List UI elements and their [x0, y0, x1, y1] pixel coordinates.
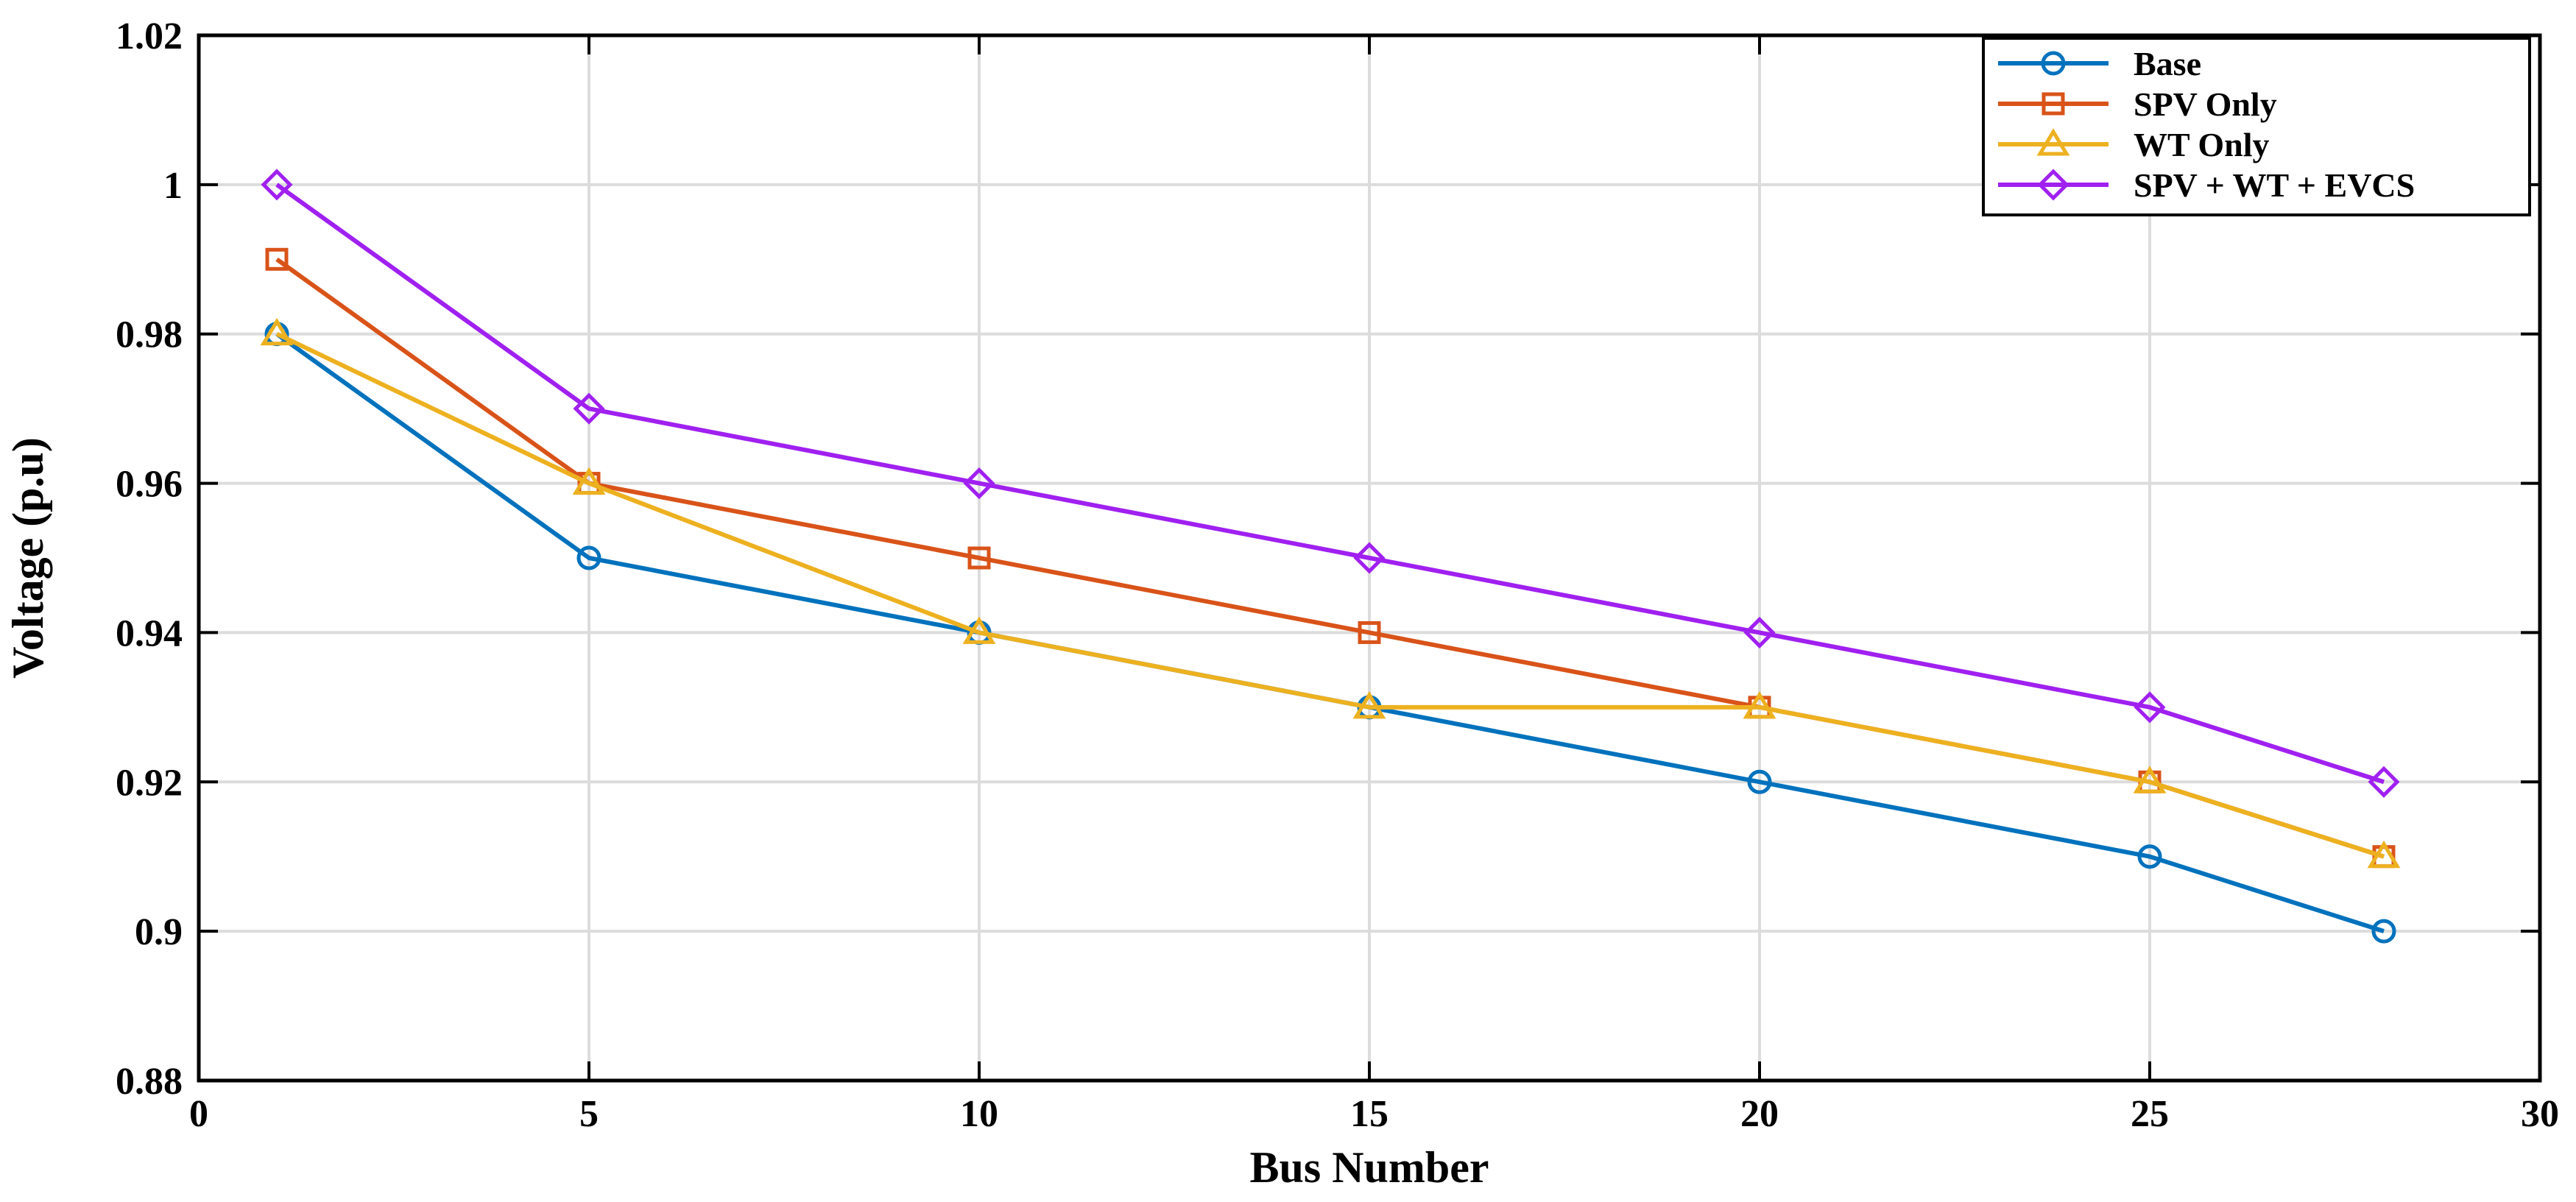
axis-ticks: 0 5 10 15 20 25 30 0.88 0.9 0.92 0.94 0.96 0.98 1 1.02 [116, 15, 2559, 1135]
data-point-wt-only [2133, 766, 2167, 793]
legend-marker-base [2041, 51, 2066, 76]
series-line-spv-wt-evcs [275, 183, 2385, 785]
x-tick-label: 20 [1740, 1093, 1779, 1135]
data-point-wt-only [572, 467, 606, 495]
x-tick-label: 25 [2131, 1093, 2169, 1135]
y-tick-label: 0.92 [116, 762, 183, 804]
x-axis-title: Bus Number [1249, 1143, 1489, 1192]
data-point-base [576, 545, 601, 570]
data-point-spv-wt-evcs [573, 392, 605, 425]
series-spv-wt-evcs [261, 169, 2400, 798]
data-point-base [1747, 769, 1772, 794]
legend-label-wt-only: WT Only [2134, 126, 2270, 163]
x-tick-label: 0 [189, 1093, 208, 1135]
series-wt-only [260, 317, 2401, 869]
data-point-wt-only [1352, 690, 1386, 719]
legend-marker-spv-only [2042, 92, 2065, 116]
data-point-wt-only [260, 317, 294, 346]
data-point-wt-only [2367, 840, 2401, 869]
data-point-wt-only [962, 616, 996, 644]
y-tick-label: 0.96 [116, 464, 183, 506]
data-point-spv-only [1358, 621, 1381, 644]
data-point-spv-wt-evcs [1743, 616, 1776, 648]
y-tick-label: 0.88 [116, 1061, 183, 1103]
x-tick-label: 5 [579, 1093, 599, 1135]
data-point-spv-wt-evcs [963, 467, 995, 500]
series-lines [260, 169, 2401, 944]
data-point-spv-only [967, 546, 991, 570]
y-axis-title: Voltage (p.u) [4, 437, 52, 679]
data-point-base [2137, 844, 2162, 869]
data-point-spv-wt-evcs [1353, 542, 1386, 574]
legend-marker-spv-wt-evcs [2037, 169, 2069, 201]
y-tick-label: 0.94 [116, 612, 183, 654]
legend-marker-wt-only [2036, 128, 2070, 156]
y-tick-label: 1 [163, 165, 183, 207]
y-tick-label: 0.98 [116, 314, 183, 356]
data-point-wt-only [1743, 690, 1776, 719]
x-tick-label: 30 [2521, 1093, 2559, 1135]
legend-label-spv-wt-evcs: SPV + WT + EVCS [2134, 166, 2415, 204]
data-point-spv-wt-evcs [261, 169, 293, 201]
legend-label-spv-only: SPV Only [2134, 85, 2277, 123]
series-line-wt-only [275, 332, 2385, 859]
data-point-spv-only [265, 247, 289, 271]
x-tick-label: 15 [1350, 1093, 1388, 1135]
data-point-spv-wt-evcs [2134, 691, 2166, 724]
x-tick-label: 10 [960, 1093, 998, 1135]
y-tick-label: 0.9 [135, 911, 183, 953]
legend-label-base: Base [2134, 45, 2201, 82]
y-tick-label: 1.02 [116, 15, 183, 57]
data-point-spv-wt-evcs [2368, 766, 2400, 798]
data-point-base [2371, 919, 2396, 944]
